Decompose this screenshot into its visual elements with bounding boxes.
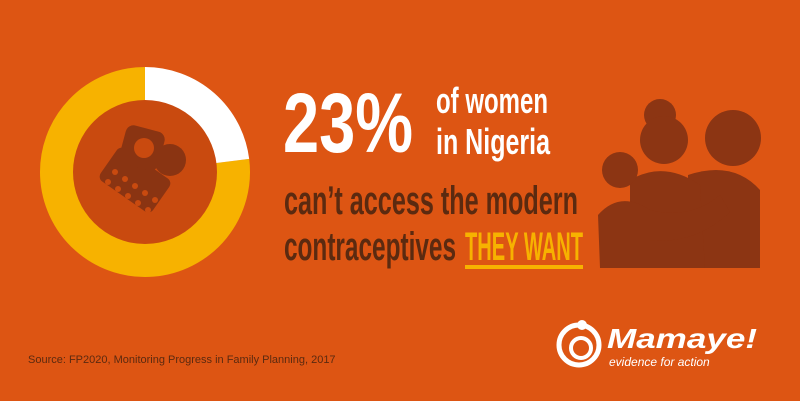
logo-tagline: evidence for action (609, 355, 710, 369)
logo: Mamaye! evidence for action (556, 320, 757, 369)
donut-rest (40, 67, 250, 277)
donut (40, 67, 250, 277)
stat-label: 23% (283, 76, 413, 170)
donut-share (144, 67, 250, 164)
source: Source: FP2020, Monitoring Progress in F… (28, 354, 336, 366)
emphasis: THEY WANT (465, 225, 583, 269)
pill-icon (99, 125, 186, 213)
body-line: contraceptives (284, 225, 456, 269)
headline-line: of women (436, 80, 548, 121)
body-line: can’t access the modern (284, 179, 578, 223)
headline-line: in Nigeria (436, 121, 551, 162)
logo-name: Mamaye! (607, 323, 757, 354)
emphasis-underline (465, 265, 583, 269)
family-icon (598, 99, 761, 268)
